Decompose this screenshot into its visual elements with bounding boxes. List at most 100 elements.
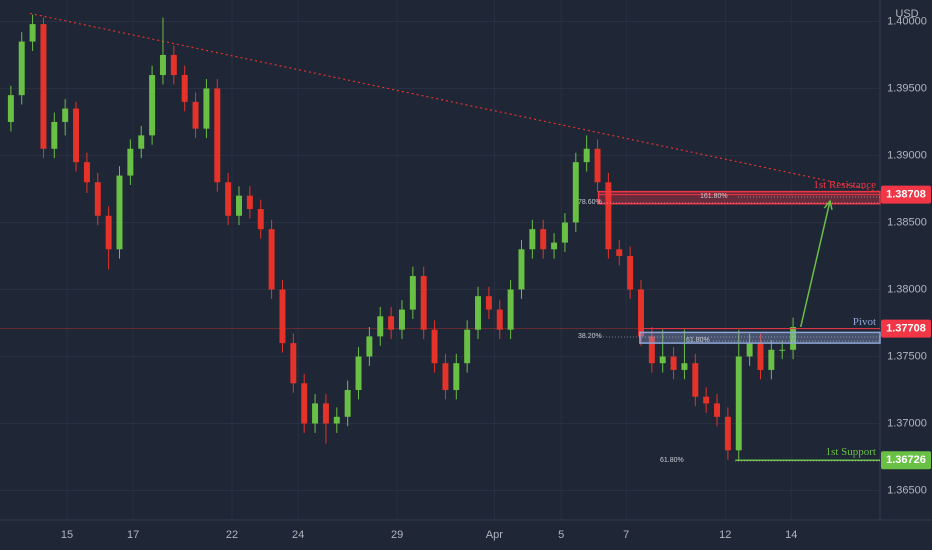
candle-body <box>51 121 58 149</box>
x-tick-label: 24 <box>292 529 304 541</box>
candle-body <box>257 209 264 230</box>
y-tick-label: 1.37000 <box>887 417 927 429</box>
candle-body <box>442 363 449 390</box>
level-zone <box>639 331 881 344</box>
x-tick-label: 7 <box>623 529 629 541</box>
candle-body <box>192 101 199 129</box>
candle-body <box>464 329 471 364</box>
candle-body <box>757 343 764 370</box>
candle-body <box>409 276 416 310</box>
x-tick-label: 14 <box>785 529 797 541</box>
candle-body <box>561 222 568 243</box>
candle-body <box>638 289 644 337</box>
candle-body <box>62 108 69 122</box>
price-tag-label: 1.36726 <box>886 454 926 466</box>
candle-body <box>83 162 90 183</box>
fib-label: 161.80% <box>700 193 728 200</box>
fib-label: 61.80% <box>660 457 684 464</box>
candle-body <box>279 289 286 344</box>
candle-body <box>138 135 145 149</box>
candle-body <box>355 356 362 390</box>
candle-body <box>18 41 25 96</box>
price-tag <box>881 319 931 338</box>
candle-body <box>790 327 797 350</box>
candle-body <box>453 363 460 390</box>
candle-body <box>149 75 156 136</box>
candle-body <box>170 54 177 76</box>
candle-body <box>420 276 427 330</box>
candle-body <box>551 242 558 250</box>
price-tag-label: 1.38708 <box>886 189 926 201</box>
candle-body <box>116 175 123 250</box>
level-label: 1st Support <box>826 446 876 458</box>
candle-body <box>127 148 134 176</box>
x-tick-label: Apr <box>486 529 503 541</box>
candle-body <box>344 390 351 417</box>
y-tick-label: 1.38000 <box>887 283 927 295</box>
fib-label: 38.20% <box>578 333 602 340</box>
candle-body <box>692 363 699 397</box>
candle-body <box>475 296 482 330</box>
fib-label: 61.80% <box>686 337 710 344</box>
x-tick-label: 17 <box>127 529 139 541</box>
candle-body <box>377 316 384 337</box>
x-tick-label: 12 <box>719 529 731 541</box>
y-tick-label: 1.36500 <box>887 484 927 496</box>
candle-body <box>616 249 623 256</box>
level-zone <box>597 190 881 205</box>
candle-body <box>583 148 590 163</box>
arrow-head <box>823 199 833 210</box>
candle-body <box>572 162 579 223</box>
candle-body <box>659 356 666 364</box>
candle-body <box>29 24 36 42</box>
candle-body <box>735 356 742 451</box>
x-tick-label: 5 <box>558 529 564 541</box>
candle-body <box>333 416 340 424</box>
candle-body <box>7 95 14 122</box>
candle-body <box>681 363 688 370</box>
currency-label: USD <box>895 8 918 20</box>
candle-body <box>398 309 405 330</box>
price-tag <box>881 185 931 204</box>
candle-body <box>246 195 253 210</box>
candle-body <box>301 383 308 424</box>
candle-body <box>724 416 731 451</box>
candle-body <box>105 215 112 250</box>
candle-body <box>203 88 210 129</box>
candle-body <box>768 349 775 370</box>
candle-body <box>529 229 536 250</box>
y-tick-label: 1.38500 <box>887 216 927 228</box>
candle-body <box>518 249 525 290</box>
candle-body <box>181 75 188 102</box>
y-tick-label: 1.40000 <box>887 15 927 27</box>
candle-body <box>594 148 601 183</box>
candle-body <box>605 182 612 250</box>
x-tick-label: 29 <box>391 529 403 541</box>
candle-body <box>507 289 514 330</box>
candle-body <box>94 182 101 216</box>
y-tick-label: 1.37500 <box>887 350 927 362</box>
candle-body <box>714 403 721 417</box>
y-tick-label: 1.39500 <box>887 82 927 94</box>
candle-body <box>388 316 395 330</box>
candle-body <box>746 343 753 357</box>
candle-body <box>236 195 242 216</box>
level-label: 1st Resistance <box>813 179 876 191</box>
price-tag-label: 1.37708 <box>886 323 926 335</box>
candle-body <box>312 403 319 424</box>
x-tick-label: 22 <box>226 529 238 541</box>
candle-body <box>73 108 80 163</box>
x-tick-label: 15 <box>61 529 73 541</box>
candle-body <box>40 24 47 149</box>
candle-body <box>648 336 655 364</box>
candle-body <box>159 54 166 76</box>
candle-body <box>496 309 503 330</box>
candle-body <box>703 396 710 404</box>
candle-body <box>627 255 634 290</box>
price-tag <box>881 451 931 470</box>
arrow <box>799 200 831 328</box>
candle-body <box>540 229 547 250</box>
candle-body <box>322 403 329 424</box>
